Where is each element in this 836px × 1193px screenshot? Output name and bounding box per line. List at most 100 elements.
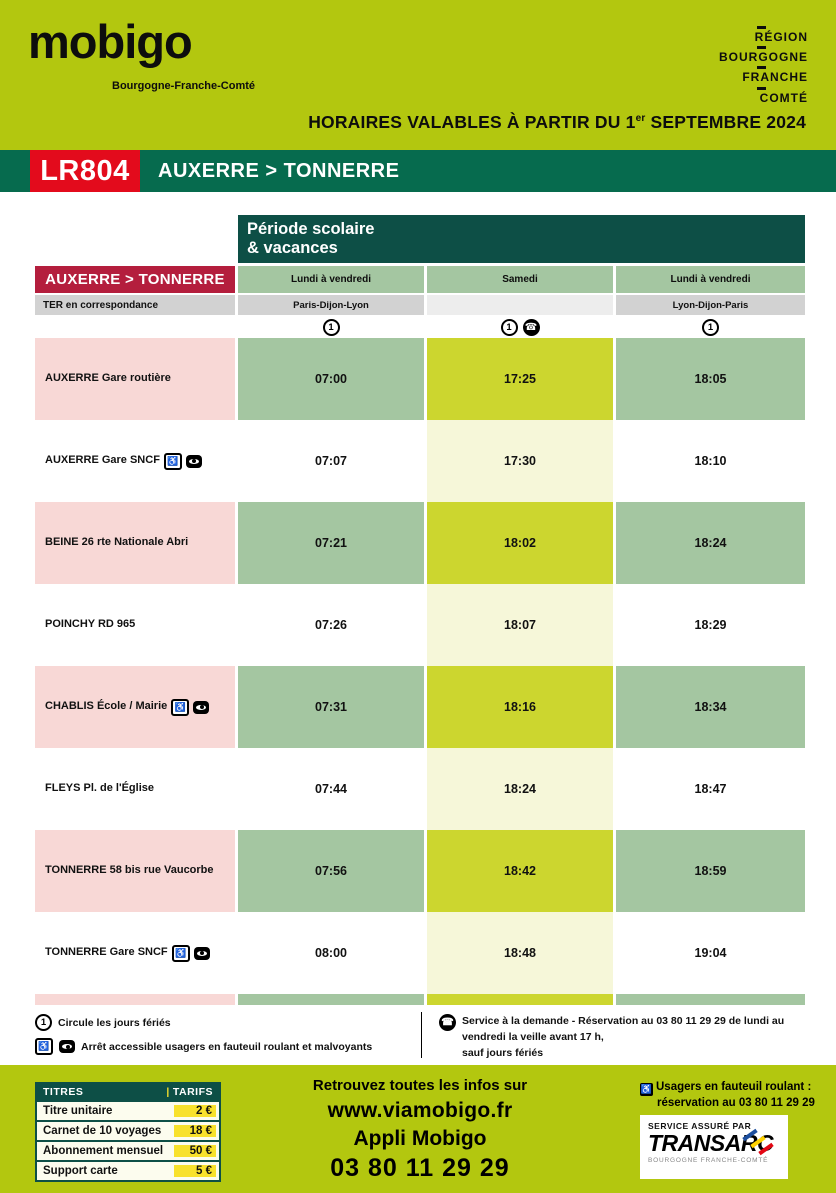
stop-name-cell: POINCHY RD 965: [35, 584, 235, 666]
time-cell: 18:07: [427, 584, 613, 666]
wheelchair-access-icon: ♿: [171, 698, 190, 716]
transarc-logo-box: SERVICE ASSURÉ PAR TRANSARC BOURGOGNE FR…: [640, 1115, 788, 1179]
phone-number: 03 80 11 29 29: [330, 1154, 510, 1182]
region-logo-mark: [757, 46, 766, 50]
period-header-line1: Période scolaire: [247, 220, 375, 239]
period-header-row: Période scolaire & vacances: [35, 215, 805, 263]
stop-name: POINCHY RD 965: [45, 618, 136, 631]
legend-divider: [421, 1012, 422, 1058]
time-cell: 18:10: [616, 420, 805, 502]
validity-superscript: er: [635, 113, 646, 125]
line-code-badge: LR804: [30, 150, 140, 192]
app-name: Appli Mobigo: [353, 1127, 487, 1150]
region-logo-mark: [757, 26, 766, 29]
stop-name-cell: AUXERRE Gare routière: [35, 338, 235, 420]
mobigo-logo: mobigo: [28, 15, 193, 68]
website-link[interactable]: www.viamobigo.fr: [327, 1099, 513, 1122]
table-row: TONNERRE Gare SNCF ♿ 08:00 18:48 19:04: [35, 912, 805, 994]
table-row: AUXERRE Gare SNCF ♿ 07:07 17:30 18:10: [35, 420, 805, 502]
stop-name-cell: TONNERRE Gare SNCF ♿: [35, 912, 235, 994]
day-header-row: AUXERRE > TONNERRE Lundi à vendredi Same…: [35, 266, 805, 293]
time-cell: 08:00: [238, 912, 424, 994]
holiday-service-icon: 1: [35, 1014, 52, 1031]
legend-on-demand-line2: sauf jours fériés: [462, 1046, 544, 1059]
icons-row-spacer: [35, 316, 235, 338]
info-intro: Retrouvez toutes les infos sur: [312, 1077, 528, 1094]
time-cell: 07:44: [238, 748, 424, 830]
stop-name-cell: BEINE 26 rte Nationale Abri: [35, 502, 235, 584]
time-cell: 07:00: [238, 338, 424, 420]
stop-name-cell: AUXERRE Gare SNCF ♿: [35, 420, 235, 502]
tariff-price: 18 €: [174, 1125, 216, 1137]
stop-name: BEINE 26 rte Nationale Abri: [45, 536, 189, 549]
table-row: BEINE 26 rte Nationale Abri 07:21 18:02 …: [35, 502, 805, 584]
low-vision-access-icon: [193, 700, 210, 714]
time-cell: 18:59: [616, 830, 805, 912]
wheelchair-icon: ♿: [640, 1083, 653, 1097]
on-demand-phone-icon: ☎: [439, 1014, 456, 1031]
time-cell: 19:04: [616, 912, 805, 994]
transarc-logo: TRANSARC: [648, 1128, 780, 1156]
mobigo-tagline: Bourgogne-Franche-Comté: [112, 80, 255, 92]
time-cell: [427, 994, 613, 1005]
tariff-price: 2 €: [174, 1105, 216, 1117]
tariff-row: Carnet de 10 voyages 18 €: [37, 1120, 219, 1140]
legend-left-column: 1 Circule les jours fériés ♿ Arrêt acces…: [35, 1014, 410, 1062]
wheelchair-access-icon: ♿: [171, 944, 190, 962]
stop-name-cell: [35, 994, 235, 1005]
legend-accessible: ♿ Arrêt accessible usagers en fauteuil r…: [35, 1038, 410, 1055]
stop-name: TONNERRE Gare SNCF: [45, 946, 168, 959]
stop-name-cell: CHABLIS École / Mairie ♿: [35, 666, 235, 748]
time-cell: 07:31: [238, 666, 424, 748]
line-bar: LR804 AUXERRE > TONNERRE: [0, 150, 836, 192]
stop-name: AUXERRE Gare routière: [45, 372, 171, 385]
tariff-header-tarifs-label: TARIFS: [172, 1086, 213, 1098]
time-cell: 18:02: [427, 502, 613, 584]
tariff-table: TITRES | TARIFS Titre unitaire 2 € Carnet…: [35, 1082, 221, 1182]
legend-holiday: 1 Circule les jours fériés: [35, 1014, 410, 1031]
wheelchair-note-text: Usagers en fauteuil roulant :: [656, 1081, 812, 1093]
period-header-line2: & vacances: [247, 239, 338, 257]
time-cell: 18:24: [616, 502, 805, 584]
day-header-col1: Lundi à vendredi: [238, 266, 424, 293]
time-cell: 17:30: [427, 420, 613, 502]
validity-title: HORAIRES VALABLES À PARTIR DU 1er SEPTEM…: [308, 112, 806, 133]
tariff-label: Titre unitaire: [43, 1105, 113, 1117]
stop-name: TONNERRE 58 bis rue Vaucorbe: [45, 864, 214, 877]
wheelchair-access-icon: ♿: [163, 452, 182, 470]
page-header: mobigo Bourgogne-Franche-Comté RÉGION BO…: [0, 0, 836, 150]
validity-suffix: SEPTEMBRE 2024: [645, 112, 806, 132]
low-vision-access-icon: [185, 454, 202, 468]
stop-name-cell: FLEYS Pl. de l'Église: [35, 748, 235, 830]
stop-name: FLEYS Pl. de l'Église: [45, 782, 154, 795]
tariff-header-tarifs: | TARIFS: [166, 1086, 213, 1098]
time-cell: 18:42: [427, 830, 613, 912]
tariff-label: Support carte: [43, 1165, 118, 1177]
table-row: CHABLIS École / Mairie ♿ 07:31 18:16 18:…: [35, 666, 805, 748]
time-cell: 18:24: [427, 748, 613, 830]
low-vision-access-icon: [59, 1040, 75, 1053]
service-icons-row: 1 1 ☎ 1: [35, 316, 805, 338]
region-logo-mark: [757, 66, 766, 70]
ter-connection-row: TER en correspondance Paris-Dijon-Lyon L…: [35, 295, 805, 315]
table-row: POINCHY RD 965 07:26 18:07 18:29: [35, 584, 805, 666]
time-cell: 18:48: [427, 912, 613, 994]
table-row: TONNERRE 58 bis rue Vaucorbe 07:56 18:42…: [35, 830, 805, 912]
region-logo: RÉGION BOURGOGNE FRANCHE COMTÉ: [719, 24, 808, 105]
line-route-title: AUXERRE > TONNERRE: [158, 159, 400, 182]
validity-prefix: HORAIRES VALABLES À PARTIR DU 1: [308, 112, 636, 132]
region-logo-line: RÉGION: [754, 30, 808, 44]
on-demand-phone-icon: ☎: [522, 318, 540, 336]
ter-row-label: TER en correspondance: [35, 295, 235, 315]
ter-col3: Lyon-Dijon-Paris: [616, 295, 805, 315]
day-header-col2: Samedi: [427, 266, 613, 293]
page-footer: TITRES | TARIFS Titre unitaire 2 € Carnet…: [0, 1065, 836, 1193]
day-header-col3: Lundi à vendredi: [616, 266, 805, 293]
holiday-service-icon: 1: [702, 318, 719, 336]
tariff-row: Titre unitaire 2 €: [37, 1100, 219, 1120]
legend-on-demand: ☎ Service à la demande - Réservation au …: [439, 1014, 805, 1061]
tariff-label: Carnet de 10 voyages: [43, 1125, 162, 1137]
tariff-row: Abonnement mensuel 50 €: [37, 1140, 219, 1160]
contact-info-block: Retrouvez toutes les infos sur www.viamo…: [248, 1077, 592, 1183]
time-cell: 18:29: [616, 584, 805, 666]
